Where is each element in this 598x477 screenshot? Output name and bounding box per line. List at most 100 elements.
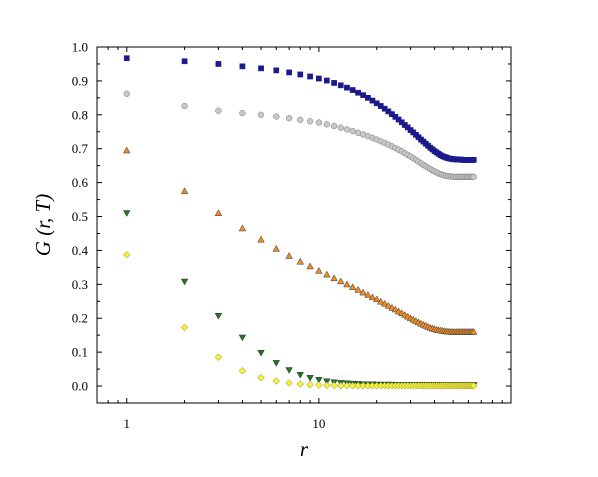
triangle-up-marker [359, 288, 367, 296]
triangle-up-marker [296, 257, 304, 265]
triangle-down-marker [238, 334, 247, 342]
triangle-up-marker [306, 262, 314, 270]
diamond-marker [180, 323, 189, 332]
diamond-marker [343, 381, 351, 390]
triangle-down-marker [315, 377, 323, 384]
diamond-marker [337, 381, 345, 390]
square-marker [307, 73, 313, 80]
square-marker [331, 80, 337, 86]
square-marker [337, 82, 344, 89]
triangle-down-marker [272, 360, 280, 367]
square-marker [360, 92, 367, 98]
diamond-marker [323, 381, 331, 390]
square-marker [344, 84, 350, 91]
y-axis-label: G (r, T) [31, 194, 55, 256]
triangle-up-marker [348, 283, 357, 290]
triangle-down-marker [123, 210, 131, 217]
triangle-up-marker [330, 274, 338, 282]
diamond-marker [348, 381, 357, 390]
square-marker [349, 87, 356, 93]
circle-marker [330, 122, 338, 130]
axis-ticks: 0.0 0.1 0.2 0.3 0.4 0.5 0.6 0.7 0.8 0.9 1.0 1 10 [72, 40, 511, 431]
square-marker [273, 67, 280, 74]
diamond-marker [257, 373, 265, 382]
square-marker [286, 69, 292, 76]
triangle-down-marker [285, 367, 293, 374]
circle-marker [337, 124, 344, 131]
triangle-up-marker [368, 293, 377, 301]
square-marker [316, 75, 322, 82]
triangle-down-marker [214, 313, 223, 320]
triangle-up-marker [285, 252, 293, 259]
x-tick-label: 1 [124, 416, 131, 431]
triangle-up-marker [384, 301, 393, 309]
square-marker [470, 157, 477, 163]
diamond-marker [470, 381, 478, 390]
diamond-marker [272, 377, 281, 385]
y-tick-label: 0.6 [72, 175, 89, 190]
square-marker [215, 61, 222, 67]
triangle-up-marker [364, 291, 372, 298]
x-axis-label: r [300, 437, 309, 461]
triangle-up-marker [470, 327, 478, 335]
y-tick-label: 0.2 [72, 311, 88, 326]
triangle-down-marker [180, 278, 189, 286]
triangle-up-marker [343, 280, 351, 288]
circle-marker [123, 90, 130, 97]
circle-marker [285, 115, 293, 122]
y-tick-label: 0.0 [72, 379, 88, 394]
triangle-up-marker [214, 209, 223, 216]
y-tick-label: 0.7 [72, 141, 89, 156]
triangle-up-marker [238, 224, 247, 232]
triangle-down-marker [257, 349, 265, 357]
diamond-marker [296, 380, 305, 388]
plot-frame [96, 46, 512, 404]
triangle-up-marker [372, 295, 381, 303]
diamond-marker [330, 381, 338, 390]
square-marker [355, 89, 361, 96]
y-tick-label: 0.3 [72, 277, 88, 292]
triangle-up-marker [257, 235, 265, 243]
x-tick-label: 10 [312, 416, 325, 431]
triangle-up-marker [323, 270, 331, 278]
square-marker [123, 55, 130, 62]
diamond-marker [238, 367, 247, 375]
circle-marker [181, 102, 188, 110]
circle-marker [257, 111, 265, 118]
triangle-up-marker [272, 244, 280, 252]
diamond-marker [214, 353, 223, 361]
circle-marker [470, 173, 477, 181]
data-points [123, 55, 478, 390]
triangle-up-marker [180, 187, 189, 194]
circle-marker [315, 119, 323, 126]
circle-marker [343, 126, 351, 133]
y-tick-label: 1.0 [72, 40, 88, 55]
triangle-up-marker [315, 266, 323, 274]
diamond-marker [123, 251, 131, 259]
triangle-up-marker [123, 146, 131, 154]
triangle-up-marker [354, 285, 362, 293]
y-tick-label: 0.8 [72, 107, 88, 122]
circle-marker [297, 116, 304, 124]
diamond-marker [285, 379, 293, 387]
circle-marker [349, 127, 356, 135]
y-tick-label: 0.5 [72, 209, 88, 224]
square-marker [297, 71, 304, 78]
triangle-up-marker [337, 277, 345, 285]
square-marker [323, 77, 330, 84]
triangle-down-marker [306, 375, 314, 382]
diamond-marker [306, 380, 314, 389]
triangle-up-marker [377, 297, 385, 305]
diamond-marker [315, 381, 323, 389]
circle-marker [306, 118, 314, 125]
diamond-marker [354, 381, 362, 390]
square-marker [258, 65, 264, 72]
circle-marker [273, 113, 280, 120]
circle-marker [239, 109, 246, 117]
triangle-up-marker [380, 299, 389, 307]
y-tick-label: 0.9 [72, 73, 88, 88]
triangle-down-marker [296, 372, 304, 379]
square-marker [181, 58, 188, 65]
circle-marker [215, 107, 222, 114]
